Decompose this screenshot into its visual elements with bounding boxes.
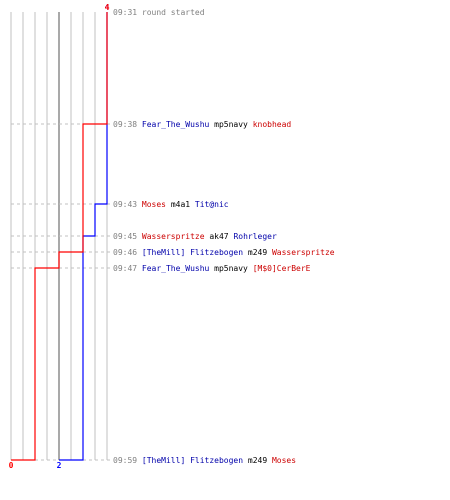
event-killer: Wasserspritze [142,232,205,241]
event-time: 09:47 [113,264,142,273]
event-killer: [TheMill] Flitzebogen [142,456,243,465]
event-label: 09:43 Moses m4a1 Tit@nic [113,200,229,209]
event-weapon: m4a1 [166,200,195,209]
event-label: 09:46 [TheMill] Flitzebogen m249 Wassers… [113,248,335,257]
event-killer: [TheMill] Flitzebogen [142,248,243,257]
event-weapon: mp5navy [209,120,252,129]
event-weapon: ak47 [205,232,234,241]
event-text: round started [142,8,205,17]
series-end-label-0: 2 [57,461,62,470]
series-end-label-1: 0 [9,461,14,470]
event-time: 09:43 [113,200,142,209]
event-weapon: mp5navy [209,264,252,273]
event-killer: Fear_The_Wushu [142,120,210,129]
event-label: 09:47 Fear_The_Wushu mp5navy [M$0]CerBer… [113,264,311,273]
event-time: 09:46 [113,248,142,257]
event-label: 09:59 [TheMill] Flitzebogen m249 Moses [113,456,296,465]
event-time: 09:31 [113,8,142,17]
event-time: 09:59 [113,456,142,465]
series-line-0 [59,12,108,461]
series-start-label-0: 4 [105,3,110,12]
event-label: 09:31 round started [113,8,205,17]
event-weapon: m249 [243,456,272,465]
series-start-label-1: 4 [105,3,110,12]
event-time: 09:45 [113,232,142,241]
event-victim: Moses [272,456,296,465]
event-weapon: m249 [243,248,272,257]
event-victim: Rohrleger [233,232,277,241]
event-victim: knobhead [253,120,292,129]
event-label: 09:45 Wasserspritze ak47 Rohrleger [113,232,277,241]
event-time: 09:38 [113,120,142,129]
event-label: 09:38 Fear_The_Wushu mp5navy knobhead [113,120,291,129]
event-killer: Fear_The_Wushu [142,264,210,273]
event-victim: Wasserspritze [272,248,335,257]
event-victim: [M$0]CerBerE [253,264,311,273]
event-killer: Moses [142,200,166,209]
event-victim: Tit@nic [195,200,229,209]
series-line-1 [11,12,108,461]
